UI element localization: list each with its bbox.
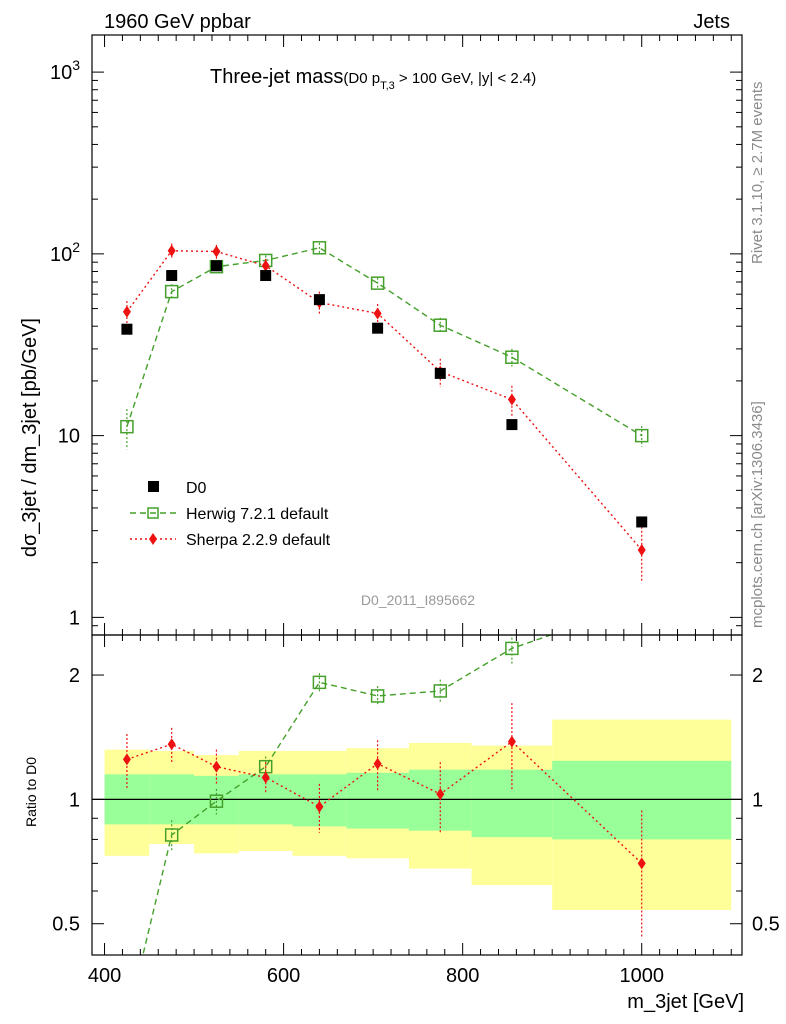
sherpa-marker-top bbox=[507, 393, 516, 406]
herwig-marker-ratio bbox=[164, 828, 179, 842]
x-axis-label: m_3jet [GeV] bbox=[627, 991, 744, 1013]
d0-marker bbox=[506, 419, 518, 431]
ratio-y-axis-label: Ratio to D0 bbox=[23, 757, 39, 827]
y-tick-base: 10 bbox=[50, 244, 72, 266]
ratio-tick-label-left: 0.5 bbox=[52, 914, 80, 936]
y-tick-exponent: 3 bbox=[72, 57, 80, 73]
herwig-marker-ratio bbox=[370, 689, 385, 703]
ratio-bands bbox=[92, 719, 742, 910]
sherpa-marker-top bbox=[122, 305, 131, 318]
markers bbox=[120, 241, 649, 870]
ratio-tick-label-right: 1 bbox=[752, 789, 763, 811]
y-tick-label: 10 bbox=[58, 426, 80, 448]
y-tick-label: 102 bbox=[50, 239, 80, 266]
x-tick-label: 600 bbox=[267, 965, 300, 987]
herwig-marker-top bbox=[433, 318, 448, 332]
y-tick-label: 103 bbox=[50, 57, 80, 84]
herwig-marker-ratio bbox=[505, 641, 519, 656]
herwig-marker-top bbox=[164, 284, 179, 299]
sherpa-marker-ratio bbox=[507, 735, 516, 748]
header-right: Jets bbox=[693, 11, 730, 33]
sherpa-marker-ratio bbox=[637, 857, 646, 870]
herwig-marker-ratio bbox=[258, 759, 273, 774]
title-main: Three-jet mass bbox=[210, 66, 343, 88]
d0-marker bbox=[210, 260, 222, 272]
sherpa-marker-top bbox=[261, 259, 270, 272]
sherpa-marker-top bbox=[167, 244, 176, 257]
x-tick-label: 800 bbox=[446, 965, 479, 987]
ratio-tick-label-right: 2 bbox=[752, 665, 763, 687]
y-tick-base: 10 bbox=[50, 62, 72, 84]
d0-marker bbox=[434, 367, 446, 379]
legend-herwig-label: Herwig 7.2.1 default bbox=[186, 506, 329, 523]
d0-marker bbox=[372, 322, 384, 334]
y-tick-exponent: 2 bbox=[72, 239, 80, 255]
d0-marker bbox=[260, 270, 272, 282]
sherpa-marker-ratio bbox=[261, 771, 270, 784]
title-sub-post: > 100 GeV, |y| < 2.4) bbox=[395, 70, 537, 87]
side-text-top: Rivet 3.1.10, ≥ 2.7M events bbox=[749, 82, 766, 265]
herwig-marker-top bbox=[634, 428, 649, 443]
herwig-marker-top bbox=[120, 419, 134, 434]
legend-d0-label: D0 bbox=[186, 480, 207, 497]
sherpa-marker-top bbox=[373, 307, 382, 320]
sherpa-marker-ratio bbox=[212, 760, 221, 773]
ratio-tick-label-left: 2 bbox=[69, 665, 80, 687]
d0-marker bbox=[636, 516, 648, 528]
band-green-bin bbox=[552, 760, 732, 840]
d0-marker bbox=[313, 294, 325, 306]
herwig-line bbox=[126, 247, 643, 437]
herwig-marker-top bbox=[505, 350, 519, 364]
sherpa-marker-top bbox=[637, 543, 646, 556]
herwig-marker-ratio bbox=[433, 684, 448, 698]
legend-sherpa-marker bbox=[149, 533, 157, 545]
title-sub-pre: (D0 p bbox=[343, 70, 380, 87]
sherpa-marker-ratio bbox=[315, 800, 324, 813]
legend-d0-marker bbox=[148, 481, 159, 492]
x-tick-label: 400 bbox=[88, 965, 121, 987]
herwig-marker-top bbox=[312, 241, 327, 255]
x-tick-label: 1000 bbox=[619, 965, 664, 987]
frames bbox=[91, 34, 743, 956]
ratio-panel-frame bbox=[91, 634, 743, 956]
legend-herwig-marker bbox=[147, 507, 159, 519]
sherpa-marker-ratio bbox=[436, 788, 445, 801]
ratio-tick-label-right: 0.5 bbox=[752, 914, 780, 936]
sherpa-ratio-line bbox=[126, 740, 643, 864]
ratio-tick-label-left: 1 bbox=[69, 789, 80, 811]
title-sub-index: T,3 bbox=[380, 80, 395, 92]
sherpa-marker-ratio bbox=[373, 757, 382, 770]
band-green-bin bbox=[194, 775, 239, 825]
d0-marker bbox=[166, 270, 178, 282]
herwig-ratio-line bbox=[142, 635, 553, 955]
header-left: 1960 GeV ppbar bbox=[104, 11, 251, 33]
legend-sherpa-label: Sherpa 2.2.9 default bbox=[186, 532, 331, 549]
chart-title: Three-jet mass(D0 pT,3 > 100 GeV, |y| < … bbox=[210, 66, 536, 92]
legend: D0 Herwig 7.2.1 default Sherpa 2.2.9 def… bbox=[130, 480, 331, 549]
herwig-marker-ratio bbox=[312, 675, 327, 690]
herwig-marker-top bbox=[370, 276, 385, 290]
y-axis-label: dσ_3jet / dm_3jet [pb/GeV] bbox=[19, 318, 41, 557]
sherpa-marker-top bbox=[212, 245, 221, 258]
herwig-marker-ratio bbox=[209, 794, 224, 808]
side-text-bottom: mcplots.cern.ch [arXiv:1306.3436] bbox=[749, 401, 766, 628]
sherpa-marker-ratio bbox=[122, 753, 131, 766]
watermark: D0_2011_I895662 bbox=[361, 592, 475, 608]
d0-marker bbox=[121, 323, 133, 335]
ticks bbox=[92, 35, 742, 955]
y-tick-label: 1 bbox=[69, 607, 80, 629]
sherpa-marker-ratio bbox=[167, 738, 176, 751]
